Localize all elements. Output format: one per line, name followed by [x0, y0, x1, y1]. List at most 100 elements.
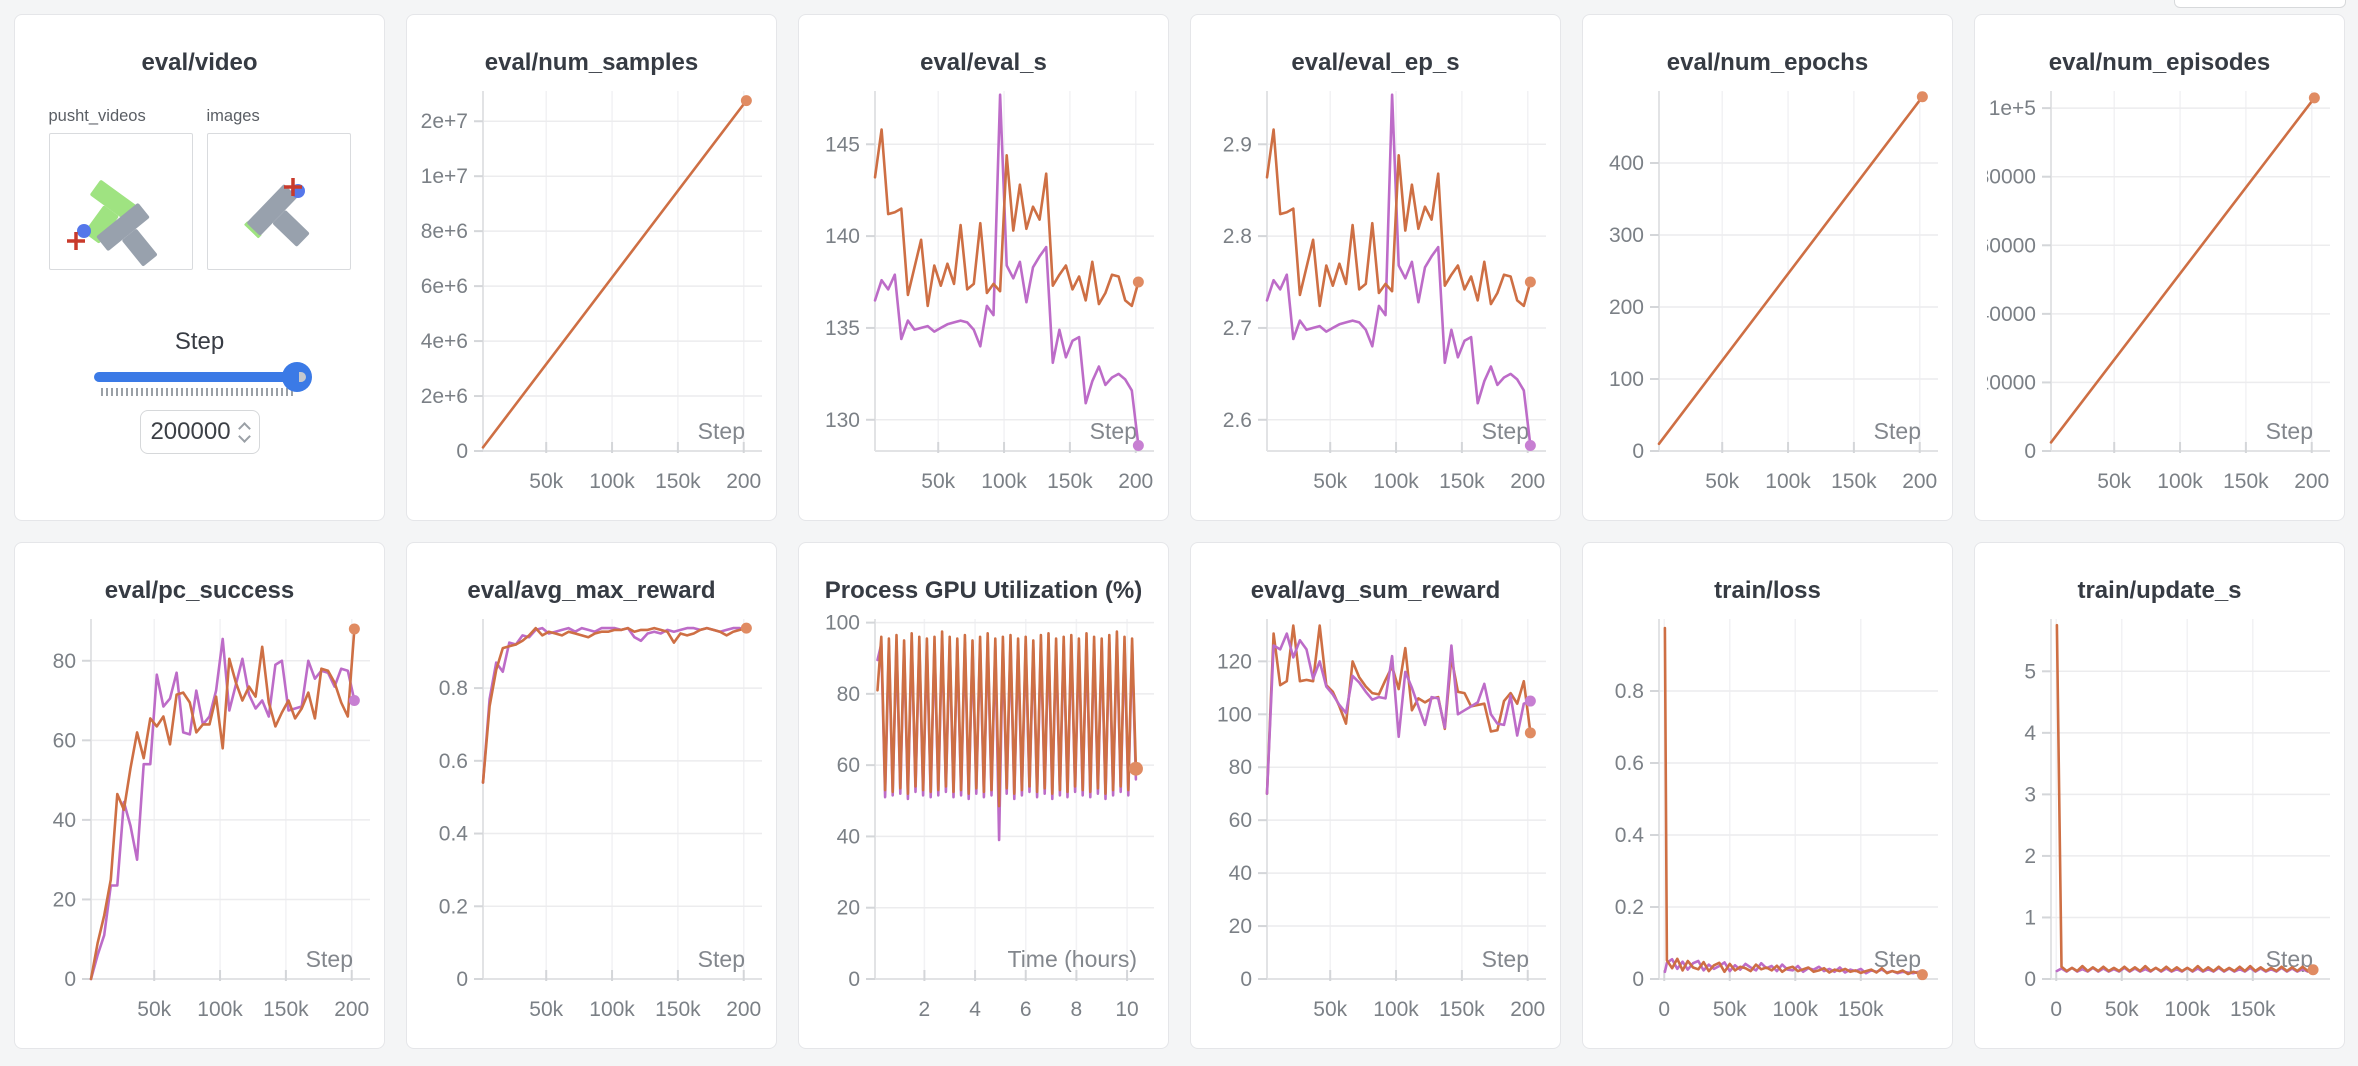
- slider-tick-ruler: [100, 388, 296, 396]
- svg-text:200: 200: [1609, 296, 1644, 319]
- svg-text:Step: Step: [698, 418, 745, 444]
- video-thumbnail-pusht[interactable]: [48, 133, 193, 270]
- svg-text:0: 0: [2050, 998, 2062, 1021]
- panel-train-loss: train/loss 0 50k 100k 150k 0 0.2 0.4 0.6 0.8 Step: [1582, 542, 1953, 1049]
- svg-text:0: 0: [1240, 968, 1252, 991]
- chart-canvas[interactable]: 50k 100k 150k 200 0 20000 40000 60000 80000 1e+5 S…: [1987, 83, 2332, 507]
- agent-dot: [76, 224, 91, 238]
- target-cross-icon: [66, 232, 85, 250]
- chart-canvas[interactable]: 50k 100k 150k 200 0 0.2 0.4 0.6 0.8 Step: [419, 611, 764, 1035]
- chart-canvas[interactable]: 50k 100k 150k 200 130 135 140 145 Step: [811, 83, 1156, 507]
- svg-text:50k: 50k: [529, 470, 563, 493]
- svg-text:60000: 60000: [1987, 234, 2036, 257]
- svg-text:50k: 50k: [1313, 470, 1347, 493]
- svg-text:50k: 50k: [137, 998, 171, 1021]
- gray-t-shape: [96, 203, 157, 266]
- svg-text:20: 20: [53, 888, 76, 911]
- slider-track[interactable]: [93, 362, 312, 392]
- svg-text:4: 4: [969, 998, 981, 1021]
- step-value[interactable]: 200000: [150, 418, 231, 445]
- svg-text:80: 80: [837, 683, 860, 706]
- svg-text:100: 100: [1217, 703, 1252, 726]
- video-thumbnail-images[interactable]: [206, 133, 351, 270]
- svg-text:1e+7: 1e+7: [421, 165, 468, 188]
- svg-text:40000: 40000: [1987, 303, 2036, 326]
- svg-text:6: 6: [1020, 998, 1032, 1021]
- svg-text:60: 60: [837, 754, 860, 777]
- svg-text:200: 200: [1902, 470, 1937, 493]
- svg-text:300: 300: [1609, 224, 1644, 247]
- svg-text:Step: Step: [1482, 946, 1529, 972]
- svg-text:0.8: 0.8: [1615, 680, 1644, 703]
- svg-text:200: 200: [726, 470, 761, 493]
- panel-eval-eval-ep-s: eval/eval_ep_s 50k 100k 150k 200 2.6 2.7 2.8 2.…: [1190, 14, 1561, 521]
- slider-handle[interactable]: [281, 362, 312, 392]
- svg-text:4: 4: [2024, 722, 2036, 745]
- step-number-input[interactable]: 200000: [139, 410, 260, 454]
- panel-eval-eval-s: eval/eval_s 50k 100k 150k 200 130 135 140 145 St…: [798, 14, 1169, 521]
- svg-text:50k: 50k: [2105, 998, 2139, 1021]
- svg-text:0: 0: [848, 968, 860, 991]
- svg-text:80000: 80000: [1987, 166, 2036, 189]
- svg-text:0: 0: [64, 968, 76, 991]
- svg-text:145: 145: [825, 133, 860, 156]
- svg-text:200: 200: [334, 998, 369, 1021]
- svg-text:200: 200: [1510, 470, 1545, 493]
- svg-text:0: 0: [1632, 440, 1644, 463]
- decrement-arrow-icon[interactable]: [237, 429, 251, 443]
- svg-text:100: 100: [825, 612, 860, 635]
- svg-text:150k: 150k: [1439, 998, 1485, 1021]
- chart-canvas[interactable]: 50k 100k 150k 200 2.6 2.7 2.8 2.9 Step: [1203, 83, 1548, 507]
- step-slider[interactable]: [93, 362, 312, 396]
- svg-text:8: 8: [1071, 998, 1083, 1021]
- svg-text:100k: 100k: [1773, 998, 1819, 1021]
- svg-text:135: 135: [825, 317, 860, 340]
- chart-canvas[interactable]: 50k 100k 150k 200 0 20 40 60 80 100 120 Step: [1203, 611, 1548, 1035]
- chart-canvas[interactable]: 50k 100k 150k 200 0 2e+6 4e+6 6e+6 8e+6 1e+7 1.2e+…: [419, 83, 764, 507]
- svg-text:0: 0: [1632, 968, 1644, 991]
- svg-text:150k: 150k: [263, 998, 309, 1021]
- svg-text:200: 200: [1510, 998, 1545, 1021]
- svg-text:0.6: 0.6: [439, 750, 468, 773]
- video-label-images: images: [206, 107, 260, 125]
- svg-text:Step: Step: [306, 946, 353, 972]
- svg-text:100k: 100k: [589, 998, 635, 1021]
- stepper-arrows[interactable]: [237, 421, 251, 443]
- panel-gpu-utilization: Process GPU Utilization (%) 2 4 6 8 10 0 20 40 6…: [798, 542, 1169, 1049]
- svg-text:100k: 100k: [981, 470, 1027, 493]
- chart-canvas[interactable]: 50k 100k 150k 200 0 20 40 60 80 Step: [27, 611, 372, 1035]
- svg-text:200: 200: [726, 998, 761, 1021]
- svg-text:0.8: 0.8: [439, 677, 468, 700]
- svg-text:150k: 150k: [2223, 470, 2269, 493]
- svg-text:2: 2: [2024, 845, 2036, 868]
- chart-title: train/loss: [1714, 577, 1821, 604]
- chart-canvas[interactable]: 50k 100k 150k 200 0 100 200 300 400 Step: [1595, 83, 1940, 507]
- svg-text:150k: 150k: [655, 998, 701, 1021]
- svg-text:20: 20: [1229, 915, 1252, 938]
- chart-title: eval/eval_ep_s: [1291, 49, 1460, 76]
- svg-text:150k: 150k: [1831, 470, 1877, 493]
- panel-eval-avg-max-reward: eval/avg_max_reward 50k 100k 150k 200 0 0.2 0.…: [406, 542, 777, 1049]
- svg-text:40: 40: [837, 825, 860, 848]
- svg-text:80: 80: [53, 650, 76, 673]
- svg-text:0.2: 0.2: [1615, 896, 1644, 919]
- svg-text:0: 0: [456, 968, 468, 991]
- svg-text:2e+6: 2e+6: [421, 385, 468, 408]
- svg-text:50k: 50k: [529, 998, 563, 1021]
- svg-text:150k: 150k: [2230, 998, 2276, 1021]
- svg-text:40: 40: [1229, 862, 1252, 885]
- svg-text:130: 130: [825, 409, 860, 432]
- svg-text:4e+6: 4e+6: [421, 330, 468, 353]
- svg-text:140: 140: [825, 225, 860, 248]
- chart-title: train/update_s: [2077, 577, 2242, 604]
- svg-text:100k: 100k: [197, 998, 243, 1021]
- chart-title: eval/num_samples: [484, 49, 699, 76]
- svg-text:1.2e+7: 1.2e+7: [419, 110, 468, 133]
- video-panel-title: eval/video: [141, 49, 258, 76]
- svg-text:0: 0: [1658, 998, 1670, 1021]
- panel-eval-num-epochs: eval/num_epochs 50k 100k 150k 200 0 100 200 300…: [1582, 14, 1953, 521]
- svg-text:100k: 100k: [589, 470, 635, 493]
